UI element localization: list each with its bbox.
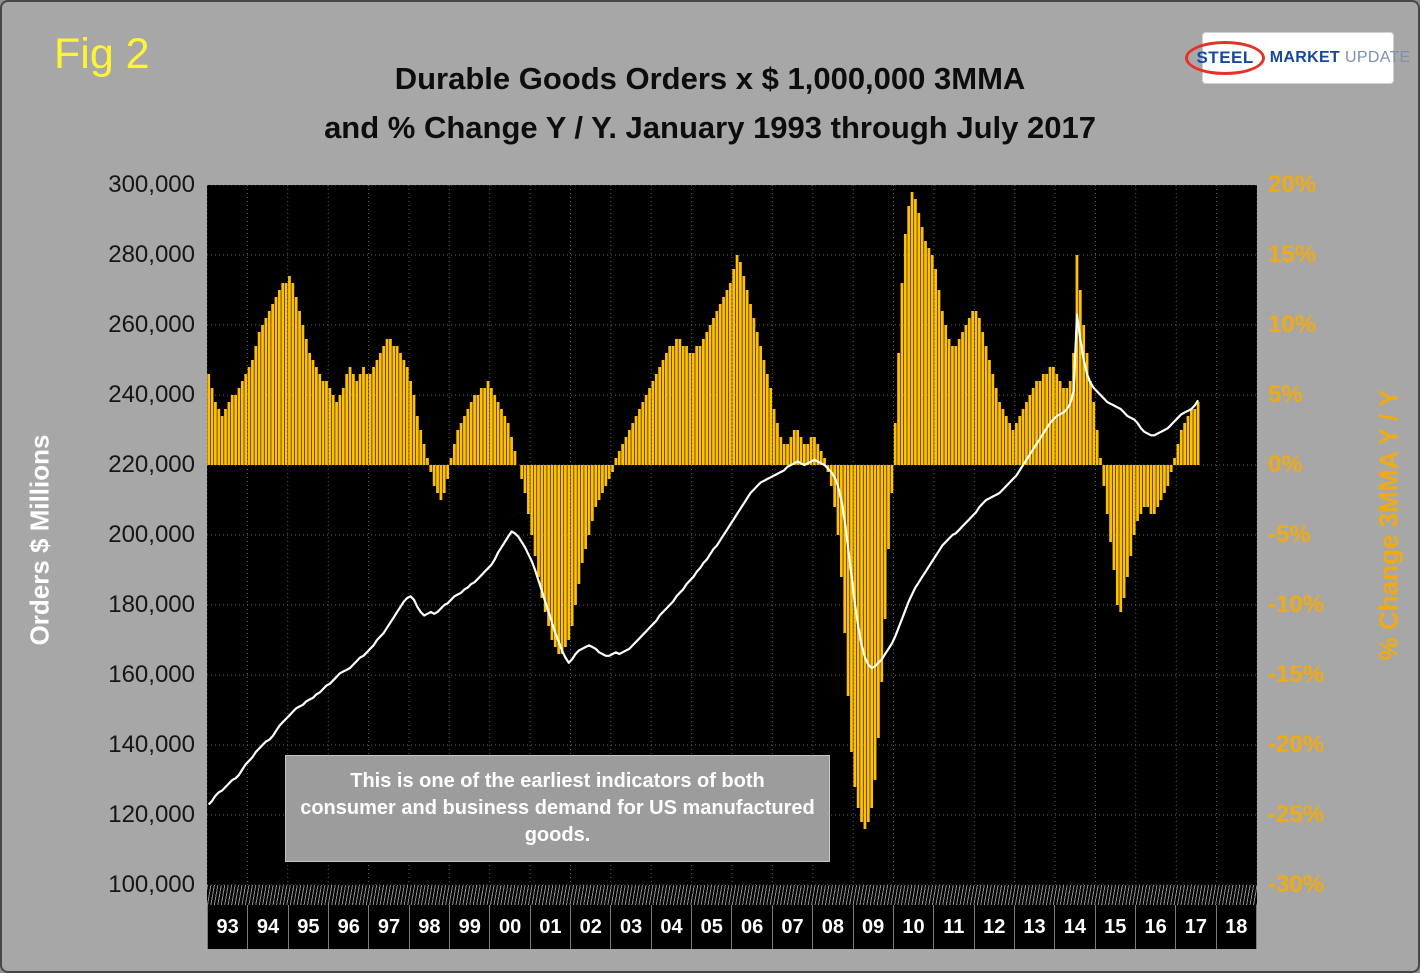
right-axis-tick-label: 15% [1268,241,1317,268]
x-axis-year-label: 10 [892,905,933,949]
x-axis-year-label: 12 [973,905,1014,949]
x-axis-year-label: 99 [449,905,489,949]
x-axis-minor-ticks [207,885,1257,905]
x-axis-year-label: 01 [529,905,570,949]
right-axis-tick-label: -20% [1268,731,1325,758]
left-axis-tick-label: 240,000 [108,381,195,408]
smu-logo: STEEL MARKET UPDATE [1185,32,1410,84]
logo-update-word: UPDATE [1345,49,1411,66]
x-axis-year-label: 07 [771,905,812,949]
x-axis-year-label: 93 [207,905,247,949]
x-axis-year-label: 18 [1215,905,1256,949]
x-axis-year-label: 15 [1094,905,1135,949]
x-axis-year-label: 05 [691,905,731,949]
left-axis-tick-label: 300,000 [108,171,195,198]
left-axis-tick-label: 120,000 [108,801,195,828]
x-axis-year-label: 98 [408,905,449,949]
gridlines [206,184,1258,886]
right-axis-tick-label: -15% [1268,661,1325,688]
figure-label: Fig 2 [54,30,150,78]
right-axis-tick-label: 5% [1268,381,1303,408]
right-axis-tick-label: 10% [1268,311,1317,338]
chart-svg [206,184,1258,886]
left-axis-tick-label: 200,000 [108,521,195,548]
right-axis-tick-label: -25% [1268,801,1325,828]
left-axis-title: Orders $ Millions [24,434,55,646]
chart-title-line1: Durable Goods Orders x $ 1,000,000 3MMA [394,61,1026,96]
right-axis-title: % Change 3MMA Y / Y [1373,389,1404,661]
x-axis-year-label: 02 [570,905,610,949]
right-axis-tick-label: 20% [1268,171,1317,198]
logo-steel-oval: STEEL [1185,41,1265,75]
x-axis-band: 93 94 95 96 97 98 99 00 01 02 03 04 05 06 07 08 09 10 11 12… [207,885,1257,949]
left-axis-tick-label: 260,000 [108,311,195,338]
x-axis-year-label: 04 [650,905,691,949]
left-axis-tick-label: 280,000 [108,241,195,268]
left-axis-tick-label: 100,000 [108,871,195,898]
left-axis-tick-label: 160,000 [108,661,195,688]
x-axis-year-label: 09 [852,905,893,949]
right-axis-tick-label: -10% [1268,591,1325,618]
x-axis-year-label: 06 [731,905,771,949]
left-axis-tick-label: 180,000 [108,591,195,618]
x-axis-year-label: 95 [287,905,328,949]
x-axis-year-label: 14 [1054,905,1094,949]
x-axis-year-label: 11 [933,905,973,949]
logo-market-word: MARKET [1269,49,1341,66]
pct-change-bars [207,192,1200,829]
annotation-box: This is one of the earliest indicators o… [285,755,830,862]
left-axis-tick-label: 220,000 [108,451,195,478]
x-axis-year-label: 03 [610,905,650,949]
right-axis-tick-label: -30% [1268,871,1325,898]
x-axis-year-label: 00 [489,905,529,949]
right-axis-tick-label: -5% [1268,521,1311,548]
x-axis-year-label: 13 [1013,905,1054,949]
orders-line [207,313,1200,806]
left-axis-tick-label: 140,000 [108,731,195,758]
chart-title-line2: and % Change Y / Y. January 1993 through… [324,110,1096,145]
chart-title: Durable Goods Orders x $ 1,000,000 3MMA … [132,54,1288,152]
right-axis-tick-label: 0% [1268,451,1303,478]
x-axis-year-label: 97 [368,905,408,949]
x-axis-year-label: 96 [328,905,368,949]
x-axis-year-label: 08 [812,905,852,949]
x-axis-year-label: 16 [1134,905,1175,949]
x-axis-year-labels: 93 94 95 96 97 98 99 00 01 02 03 04 05 06 07 08 09 10 11 12… [207,905,1257,949]
x-axis-year-label: 17 [1175,905,1215,949]
plot-area: This is one of the earliest indicators o… [206,184,1258,886]
x-axis-year-label: 94 [247,905,287,949]
